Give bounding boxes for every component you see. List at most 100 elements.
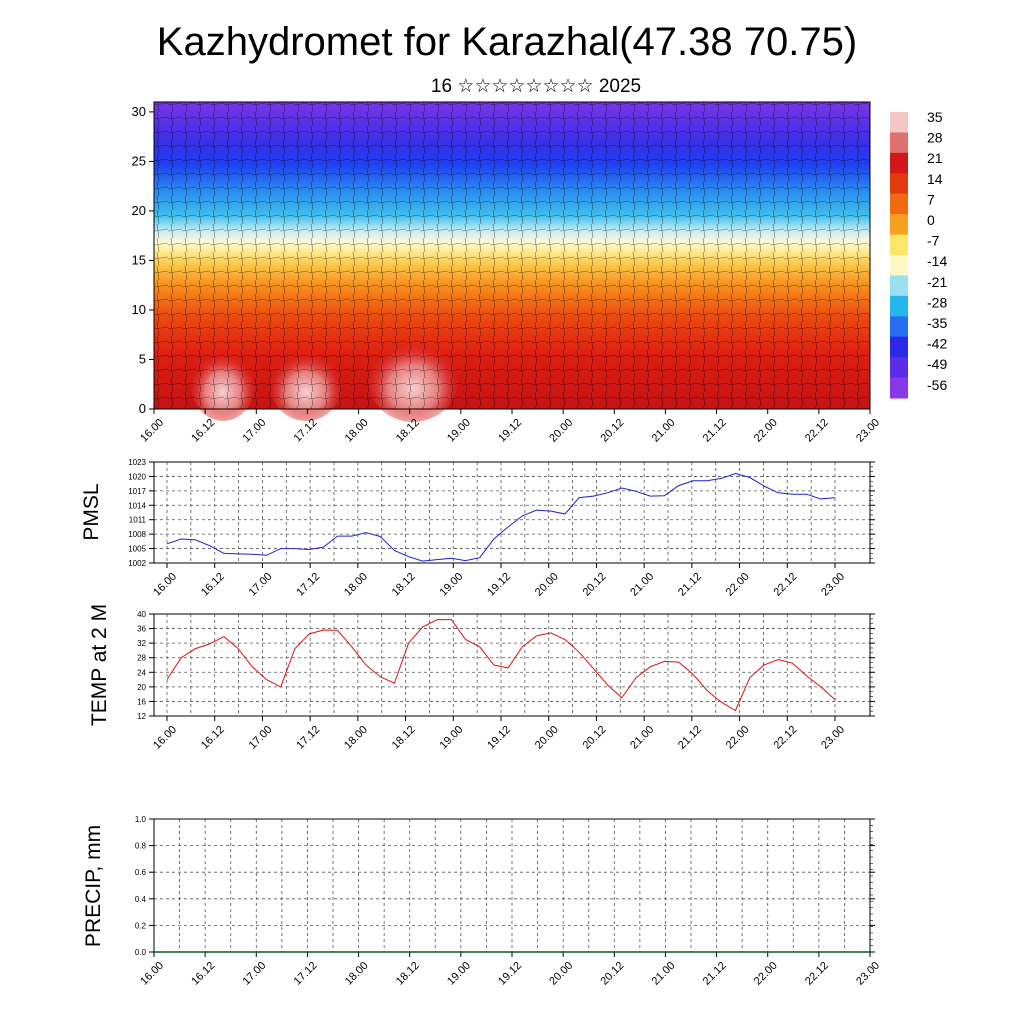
x-tick-label: 17.00	[240, 417, 268, 445]
x-tick-label: 21.00	[650, 417, 678, 445]
x-tick-label: 21.12	[676, 724, 704, 752]
y-tick-label: 20	[137, 683, 146, 692]
x-tick-label: 22.00	[752, 960, 780, 988]
y-tick-label: 1.0	[135, 815, 147, 824]
temp-grid	[154, 614, 870, 716]
colorbar-label: 14	[927, 171, 943, 187]
y-tick-label: 36	[137, 625, 146, 634]
x-tick-label: 18.00	[343, 417, 371, 445]
x-tick-label: 23.00	[819, 724, 847, 752]
x-tick-label: 21.00	[650, 960, 678, 988]
x-tick-label: 17.00	[247, 571, 275, 599]
x-tick-label: 21.12	[701, 417, 729, 445]
colorbar-swatch	[890, 275, 908, 297]
x-tick-label: 20.00	[533, 571, 561, 599]
precip-axes: 0.0 0.2 0.4 0.6 0.8 1.0 16.00 16.12 17.00 17.12 18…	[135, 815, 882, 988]
colorbar-swatch	[890, 112, 908, 133]
temp-axes: 12 16 20 24 28 32 36 40 16.00 16.12 17.00 17.12 18.0…	[137, 610, 875, 752]
colorbar-label: 28	[927, 130, 943, 146]
temp-ylabel: TEMP at 2 M	[88, 604, 111, 726]
y-tick-label: 1023	[128, 458, 146, 467]
y-tick-label: 12	[137, 712, 146, 721]
x-tick-label: 19.12	[485, 571, 513, 599]
x-tick-label: 17.00	[247, 724, 275, 752]
y-tick-label: 25	[132, 153, 146, 168]
x-tick-label: 19.12	[496, 960, 524, 988]
colorbar-swatch	[890, 214, 908, 236]
cross-section-x-axis: 16.00 16.12 17.00 17.12 18.00 18.12 19.00 19.12…	[138, 409, 882, 445]
y-tick-label: 0	[139, 401, 146, 416]
x-tick-label: 18.00	[343, 960, 371, 988]
pmsl-axes: 1002 1005 1008 1011 1014 1017 1020 1023 16.00 16.…	[128, 458, 875, 599]
x-tick-label: 19.00	[445, 417, 473, 445]
colorbar-swatch	[890, 295, 908, 317]
x-tick-label: 20.12	[598, 960, 626, 988]
y-tick-label: 15	[132, 252, 146, 267]
colorbar-label: -7	[927, 233, 940, 249]
temp-panel: 12 16 20 24 28 32 36 40 16.00 16.12 17.00 17.12 18.0…	[88, 604, 875, 752]
x-tick-label: 23.00	[819, 571, 847, 599]
x-tick-label: 16.12	[199, 571, 227, 599]
x-tick-label: 18.12	[390, 724, 418, 752]
colorbar-label: -42	[927, 336, 947, 352]
y-tick-label: 0.0	[135, 948, 147, 957]
x-tick-label: 20.00	[547, 960, 575, 988]
y-tick-label: 0.2	[135, 921, 147, 930]
y-tick-label: 24	[137, 668, 146, 677]
x-tick-label: 16.12	[199, 724, 227, 752]
y-tick-label: 1005	[128, 545, 146, 554]
x-tick-label: 23.00	[854, 960, 882, 988]
y-tick-label: 20	[132, 203, 146, 218]
date-subtitle: 16 ☆☆☆☆☆☆☆☆ 2025	[431, 76, 641, 97]
x-tick-label: 19.12	[496, 417, 524, 445]
x-tick-label: 16.00	[138, 417, 166, 445]
x-tick-label: 16.12	[189, 417, 217, 445]
colorbar-swatch	[890, 255, 908, 276]
y-tick-label: 1017	[128, 487, 146, 496]
colorbar-swatch	[890, 132, 908, 154]
x-tick-label: 22.12	[803, 960, 831, 988]
colorbar-label: 0	[927, 212, 935, 228]
colorbar-label: -28	[927, 294, 947, 310]
pmsl-series-line	[166, 472, 836, 562]
colorbar-swatch	[890, 357, 908, 379]
colorbar-label: 35	[927, 109, 943, 125]
temp-series-line	[166, 618, 836, 712]
x-tick-label: 22.12	[803, 417, 831, 445]
colorbar-label: -35	[927, 315, 947, 331]
y-tick-label: 30	[132, 104, 146, 119]
x-tick-label: 17.12	[294, 724, 322, 752]
x-tick-label: 21.12	[676, 571, 704, 599]
x-tick-label: 19.00	[445, 960, 473, 988]
x-tick-label: 17.00	[240, 960, 268, 988]
y-tick-label: 28	[137, 654, 146, 663]
x-tick-label: 18.00	[342, 724, 370, 752]
pmsl-panel: 1002 1005 1008 1011 1014 1017 1020 1023 16.00 16.…	[80, 458, 875, 599]
precip-ylabel: PRECIP, mm	[82, 825, 105, 947]
colorbar-label: -56	[927, 377, 947, 393]
colorbar-swatch	[890, 234, 908, 256]
x-tick-label: 17.12	[292, 960, 320, 988]
cross-section-y-axis: 0 5 10 15 20 25 30	[132, 104, 154, 416]
x-tick-label: 22.12	[771, 571, 799, 599]
y-tick-label: 1011	[129, 516, 147, 525]
x-tick-label: 16.00	[151, 724, 179, 752]
x-tick-label: 18.12	[390, 571, 418, 599]
x-tick-label: 16.00	[138, 960, 166, 988]
colorbar-swatch	[890, 377, 908, 399]
x-tick-label: 20.12	[581, 571, 609, 599]
x-tick-label: 20.12	[581, 724, 609, 752]
x-tick-label: 18.00	[342, 571, 370, 599]
chart-title: Kazhydromet for Karazhal(47.38 70.75)	[157, 20, 857, 64]
colorbar-label: 21	[927, 150, 943, 166]
colorbar-labels: 35 28 21 14 7 0 -7 -14 -21 -28 -35 -42 -49 -56	[927, 109, 947, 393]
x-tick-label: 21.00	[628, 724, 656, 752]
colorbar-swatch	[890, 316, 908, 338]
y-tick-label: 10	[132, 302, 146, 317]
x-tick-label: 20.00	[547, 417, 575, 445]
y-tick-label: 0.6	[135, 868, 147, 877]
colorbar-label: -49	[927, 356, 947, 372]
